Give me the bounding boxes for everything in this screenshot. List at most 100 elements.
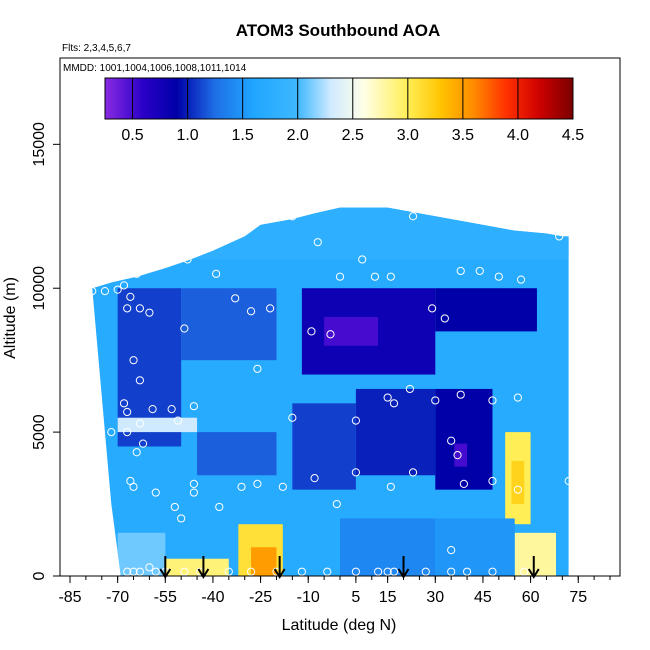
colorbar-tick-label: 4.0 xyxy=(507,127,529,144)
sample-point xyxy=(189,402,198,411)
sample-point xyxy=(488,567,497,576)
sample-point xyxy=(129,356,138,365)
x-tick-label: -85 xyxy=(58,589,81,606)
x-tick-label: 60 xyxy=(522,589,540,606)
aoa-region xyxy=(355,388,436,476)
sample-point xyxy=(151,567,160,576)
aoa-region xyxy=(181,288,277,361)
sample-point xyxy=(148,404,157,414)
sample-point xyxy=(408,212,418,221)
sample-point xyxy=(237,482,246,491)
sample-point xyxy=(123,304,132,313)
aoa-region xyxy=(435,388,493,490)
sample-point xyxy=(459,479,468,489)
colorbar-tick-label: 2.0 xyxy=(287,127,309,144)
sample-point xyxy=(177,514,186,523)
sample-point xyxy=(132,269,141,278)
sample-point xyxy=(173,416,183,425)
colorbar-tick-label: 1.5 xyxy=(232,127,254,144)
aoa-field xyxy=(92,207,569,576)
sample-point xyxy=(189,479,198,489)
sample-point xyxy=(246,307,256,316)
sample-point xyxy=(135,567,144,576)
profile-marker-arrow xyxy=(273,556,286,579)
y-tick-label: 10000 xyxy=(31,266,48,311)
colorbar-tick-label: 1.0 xyxy=(176,127,198,144)
sample-point xyxy=(129,482,138,491)
sample-point xyxy=(374,567,383,576)
x-tick-label: -55 xyxy=(154,589,177,606)
sample-point xyxy=(183,255,192,264)
sample-point xyxy=(408,468,418,477)
sample-point xyxy=(335,272,345,281)
flights-note: Flts: 2,3,4,5,6,7 xyxy=(62,43,131,54)
x-tick-label: -10 xyxy=(297,589,320,606)
sample-point xyxy=(310,474,319,483)
x-axis: -85 -70 -55 -40 -25 -10 5 15 30 45 60 75 xyxy=(58,576,611,606)
sample-point xyxy=(389,399,399,408)
sample-point xyxy=(564,476,573,486)
sample-point xyxy=(513,485,522,494)
sample-point xyxy=(383,393,392,402)
sample-point xyxy=(383,567,392,576)
colorbar-tick-label: 0.5 xyxy=(121,127,143,144)
sample-point xyxy=(145,308,154,317)
sample-point xyxy=(475,266,484,276)
aoa-region xyxy=(340,518,436,576)
aoa-region xyxy=(435,288,537,332)
sample-point xyxy=(453,451,462,460)
sample-point xyxy=(224,567,233,576)
sample-point xyxy=(351,567,360,576)
sample-point xyxy=(135,304,144,313)
x-tick-label: 75 xyxy=(569,589,587,606)
x-tick-label: 5 xyxy=(351,589,360,606)
chart-title: ATOM3 Southbound AOA xyxy=(236,21,441,40)
x-tick-label: -25 xyxy=(249,589,272,606)
sample-point xyxy=(113,285,122,294)
sample-point xyxy=(351,468,360,477)
sample-point xyxy=(119,281,129,290)
x-tick-label: 30 xyxy=(426,589,444,606)
sample-point xyxy=(358,255,367,264)
sample-point xyxy=(100,287,110,296)
colorbar-scale xyxy=(104,77,574,120)
sample-point xyxy=(447,436,456,445)
sample-point xyxy=(323,567,332,576)
aoa-region xyxy=(435,518,515,576)
sample-point xyxy=(132,448,141,457)
sample-point xyxy=(494,272,503,281)
x-tick-label: -40 xyxy=(201,589,224,606)
aoa-region xyxy=(251,547,277,576)
sample-point xyxy=(145,563,154,572)
sample-point xyxy=(516,275,526,284)
sample-point xyxy=(123,567,132,576)
sample-points xyxy=(88,212,573,576)
sample-point xyxy=(253,479,262,489)
sample-point xyxy=(253,364,262,373)
sample-point xyxy=(370,272,380,281)
sample-point xyxy=(386,272,395,281)
y-axis-title: Altitude (m) xyxy=(2,277,19,359)
y-tick-label: 5000 xyxy=(31,414,48,450)
sample-point xyxy=(462,567,472,576)
colorbar-tick-label: 4.5 xyxy=(562,127,584,144)
sample-point xyxy=(231,294,240,303)
sample-point xyxy=(107,428,116,437)
y-axis: 0 5000 10000 15000 xyxy=(31,122,60,580)
sample-point xyxy=(151,488,160,497)
y-tick-label: 15000 xyxy=(31,122,48,167)
aoa-region xyxy=(197,432,277,476)
colorbar-tick-label: 3.5 xyxy=(452,127,474,144)
aoa-region xyxy=(117,417,198,433)
sample-point xyxy=(313,238,322,247)
sample-point xyxy=(170,502,179,512)
sample-point xyxy=(405,384,414,394)
sample-point xyxy=(180,567,189,576)
sample-point xyxy=(440,314,449,323)
sample-point xyxy=(297,567,306,576)
colorbar-tick-label: 3.0 xyxy=(397,127,419,144)
sample-point xyxy=(386,482,395,491)
sample-point xyxy=(488,476,497,486)
sample-point xyxy=(180,324,189,333)
